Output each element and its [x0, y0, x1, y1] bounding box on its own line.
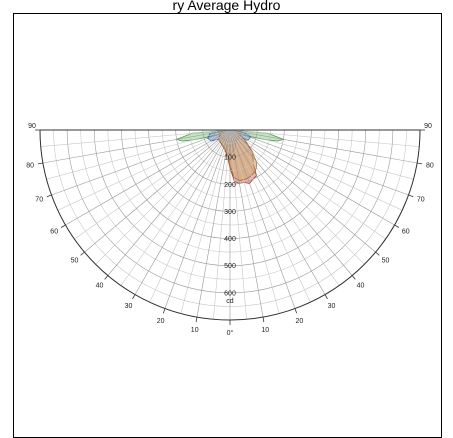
angle-label: 20	[296, 318, 304, 325]
radial-unit-label: cd	[226, 298, 234, 305]
radial-label: 200	[224, 182, 236, 189]
grid-spoke	[84, 129, 231, 253]
angle-label: 60	[402, 229, 410, 236]
grid-spoke	[57, 129, 231, 211]
angle-label: 0°	[227, 329, 234, 337]
angle-label: 40	[357, 283, 365, 290]
angle-label: 90	[28, 123, 36, 130]
grid-spoke	[46, 129, 231, 180]
grid-spoke	[229, 129, 340, 286]
angle-tick-mark	[162, 308, 166, 314]
grid-spoke	[229, 129, 420, 147]
grid-spoke	[65, 129, 231, 226]
grid-spoke	[134, 129, 231, 295]
chart-title: ry Average Hydro	[172, 0, 281, 13]
angle-tick-mark	[46, 194, 52, 198]
chart-frame	[13, 13, 442, 438]
angle-label: 40	[96, 283, 104, 290]
grid-spoke	[74, 129, 231, 240]
grid-spoke	[196, 129, 231, 318]
grid-spoke	[229, 129, 296, 309]
angle-label: 70	[35, 196, 43, 203]
grid-spoke	[229, 129, 280, 314]
angle-label: 90	[424, 123, 432, 130]
angle-label: 80	[26, 162, 34, 169]
grid-spoke	[149, 129, 231, 303]
angle-label: 20	[157, 318, 165, 325]
grid-spoke	[40, 129, 231, 147]
grid-spoke	[229, 129, 311, 303]
angle-label: 30	[328, 303, 336, 310]
angle-label: 10	[261, 327, 269, 334]
angle-tick-mark	[417, 162, 423, 165]
grid-spoke	[229, 129, 353, 276]
radial-label: 500	[224, 263, 236, 270]
radial-label: 100	[224, 155, 236, 162]
angle-tick-mark	[60, 224, 66, 228]
angle-tick-mark	[294, 308, 298, 314]
grid-spoke	[95, 129, 231, 265]
grid-spoke	[229, 129, 414, 180]
angle-tick-mark	[408, 194, 414, 198]
angle-tick-mark	[394, 224, 400, 228]
grid-spoke	[42, 129, 231, 164]
angle-tick-mark	[132, 294, 136, 300]
grid-spoke	[229, 129, 403, 211]
angle-tick-mark	[351, 275, 356, 280]
grid-spoke	[213, 129, 231, 320]
grid-spoke	[51, 129, 231, 196]
grid-spoke	[229, 129, 376, 253]
grid-spoke	[229, 129, 386, 240]
grid-spoke	[229, 129, 395, 226]
angle-label: 70	[417, 196, 425, 203]
grid-spoke	[164, 129, 231, 309]
angle-tick-mark	[324, 294, 328, 300]
radial-label: 600	[224, 290, 236, 297]
angle-label: 80	[426, 162, 434, 169]
angle-label: 30	[125, 303, 133, 310]
radial-label: 400	[224, 236, 236, 243]
grid-spoke	[120, 129, 231, 286]
grid-spoke	[229, 129, 418, 164]
grid-spoke	[229, 129, 326, 295]
angle-tick-mark	[37, 162, 43, 165]
angle-tick-mark	[104, 275, 109, 280]
series-area-3	[218, 129, 257, 182]
angle-tick-mark	[262, 317, 265, 323]
angle-tick-mark	[375, 251, 380, 256]
angle-label: 50	[71, 258, 79, 265]
radial-label: 300	[224, 209, 236, 216]
angle-label: 60	[50, 229, 58, 236]
grid-spoke	[180, 129, 231, 314]
angle-tick-mark	[80, 251, 85, 256]
grid-spoke	[229, 129, 247, 320]
grid-spoke	[229, 129, 365, 265]
angle-label: 10	[191, 327, 199, 334]
angle-tick-mark	[195, 317, 198, 323]
grid-spoke	[229, 129, 264, 318]
grid-spoke	[229, 129, 409, 196]
angle-label: 50	[382, 258, 390, 265]
grid-spoke	[107, 129, 231, 276]
grid-layer	[35, 129, 425, 325]
label-layer: 90 80 70 60 50 40 30 20 10 0° 10 20 30 40 50 60 70 80 90 10…	[26, 123, 434, 337]
